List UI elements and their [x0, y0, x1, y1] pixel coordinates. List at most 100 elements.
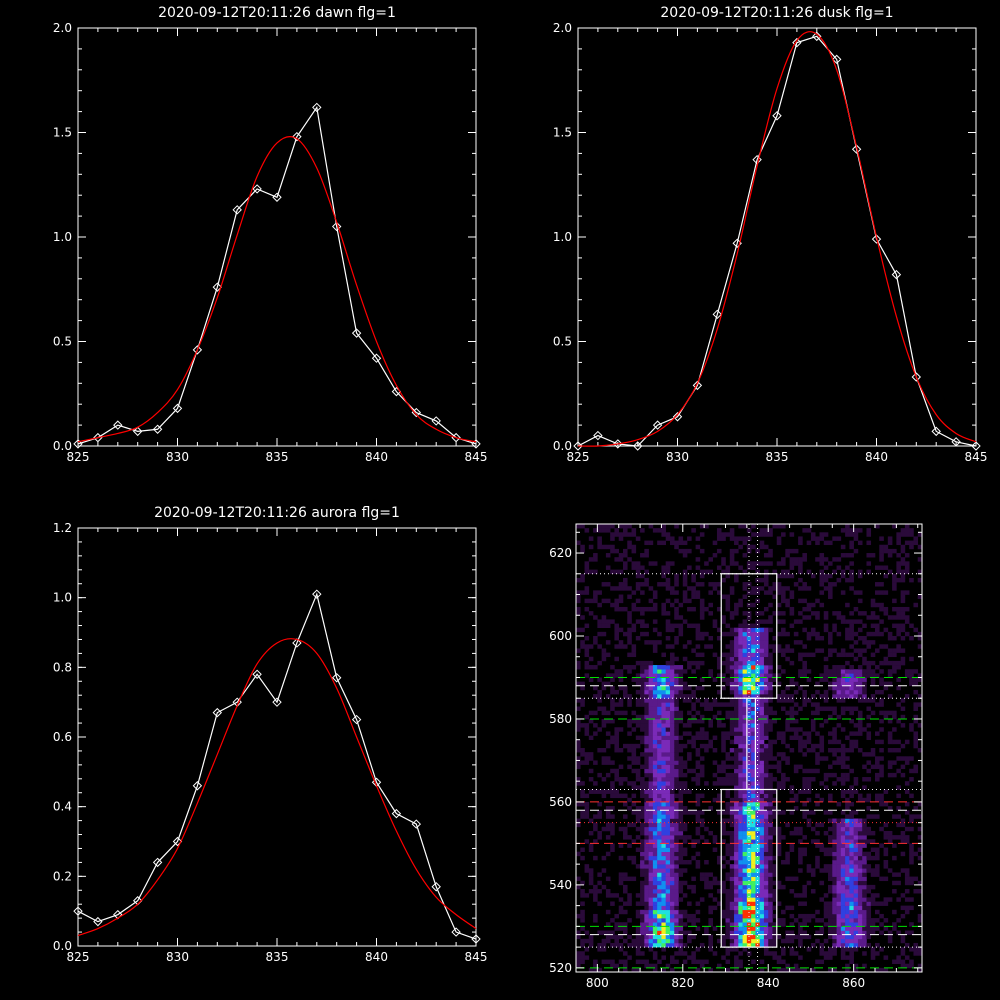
- heat-cell: [691, 955, 696, 960]
- heat-cell: [699, 631, 705, 637]
- heat-cell: [845, 942, 850, 948]
- heat-cell: [704, 698, 709, 703]
- heat-cell: [781, 785, 786, 790]
- heat-cell: [614, 557, 620, 562]
- heat-cell: [665, 781, 671, 786]
- heat-cell: [691, 739, 696, 745]
- heat-cell: [593, 814, 598, 819]
- heat-cell: [657, 582, 662, 587]
- heat-cell: [763, 839, 769, 844]
- heat-cell: [772, 855, 778, 861]
- heat-cell: [853, 847, 859, 853]
- heat-cell: [763, 818, 769, 823]
- heat-cell: [635, 938, 641, 944]
- heat-cell: [584, 644, 590, 649]
- data-point: [172, 836, 183, 847]
- heat-cell: [806, 586, 812, 591]
- heat-cell: [751, 710, 756, 716]
- heat-cell: [896, 748, 901, 753]
- heat-cell: [810, 602, 816, 608]
- heat-cell: [866, 830, 872, 836]
- heat-cell: [627, 723, 632, 728]
- heat-cell: [669, 673, 675, 678]
- heat-cell: [644, 673, 649, 678]
- heat-cell: [849, 814, 854, 819]
- heat-cell: [857, 851, 863, 857]
- heat-cell: [644, 851, 649, 857]
- heat-cell: [734, 760, 739, 765]
- heat-cell: [712, 652, 718, 658]
- heat-cell: [742, 826, 748, 832]
- heat-cell: [716, 590, 722, 595]
- heat-cell: [622, 644, 628, 649]
- heat-cell: [742, 731, 748, 736]
- heat-cell: [725, 606, 731, 612]
- heat-cell: [904, 569, 910, 575]
- heat-cell: [652, 594, 658, 599]
- heat-cell: [601, 756, 607, 761]
- heat-cell: [622, 553, 628, 558]
- heat-cell: [644, 822, 649, 828]
- heat-cell: [879, 947, 884, 952]
- heat-cell: [751, 822, 756, 828]
- heat-cell: [665, 706, 671, 711]
- heat-cell: [674, 897, 679, 902]
- heat-cell: [768, 739, 773, 745]
- heat-cell: [580, 801, 585, 807]
- heat-cell: [763, 814, 769, 819]
- heat-cell: [631, 748, 637, 753]
- heat-cell: [857, 884, 863, 890]
- heat-cell: [875, 631, 880, 637]
- heat-cell: [768, 814, 773, 819]
- heat-cell: [682, 810, 688, 815]
- data-point: [312, 102, 322, 113]
- heat-cell: [746, 528, 752, 533]
- heat-cell: [640, 909, 645, 915]
- heat-cell: [763, 806, 769, 811]
- heat-cell: [755, 942, 760, 948]
- heat-cell: [712, 702, 718, 707]
- heat-cell: [806, 781, 812, 786]
- heat-cell: [742, 652, 748, 658]
- heat-cell: [768, 934, 773, 940]
- heat-cell: [845, 818, 850, 823]
- heat-cell: [601, 777, 607, 782]
- heat-cell: [652, 826, 658, 832]
- heat-cell: [845, 694, 850, 699]
- heat-cell: [687, 548, 692, 554]
- heat-cell: [665, 532, 671, 537]
- heat-cell: [742, 718, 748, 724]
- heat-cell: [652, 930, 658, 935]
- heat-cell: [738, 685, 743, 691]
- heat-cell: [845, 922, 850, 927]
- heat-cell: [635, 893, 641, 898]
- heat-cell: [763, 665, 769, 670]
- heat-cell: [746, 839, 752, 844]
- heat-cell: [601, 789, 607, 794]
- heat-cell: [648, 801, 654, 807]
- heat-cell: [913, 764, 919, 770]
- heat-cell: [763, 772, 769, 778]
- heat-cell: [644, 640, 649, 645]
- heat-cell: [661, 868, 666, 873]
- heat-cell: [734, 540, 739, 546]
- heat-cell: [836, 673, 842, 678]
- heat-cell: [742, 656, 748, 662]
- heat-cell: [832, 897, 837, 902]
- heat-cell: [699, 611, 705, 616]
- heat-cell: [738, 876, 743, 882]
- heat-cell: [892, 814, 897, 819]
- heat-cell: [819, 868, 825, 873]
- heat-cell: [853, 889, 859, 894]
- heat-cell: [836, 876, 842, 882]
- heat-cell: [875, 893, 880, 898]
- heat-cell: [734, 602, 739, 608]
- heat-cell: [674, 876, 679, 882]
- heat-cell: [857, 528, 863, 533]
- data-point: [132, 426, 143, 437]
- heat-cell: [716, 860, 722, 865]
- heat-cell: [725, 806, 731, 811]
- heat-cell: [674, 801, 679, 807]
- heat-cell: [721, 938, 726, 944]
- heat-cell: [665, 872, 671, 877]
